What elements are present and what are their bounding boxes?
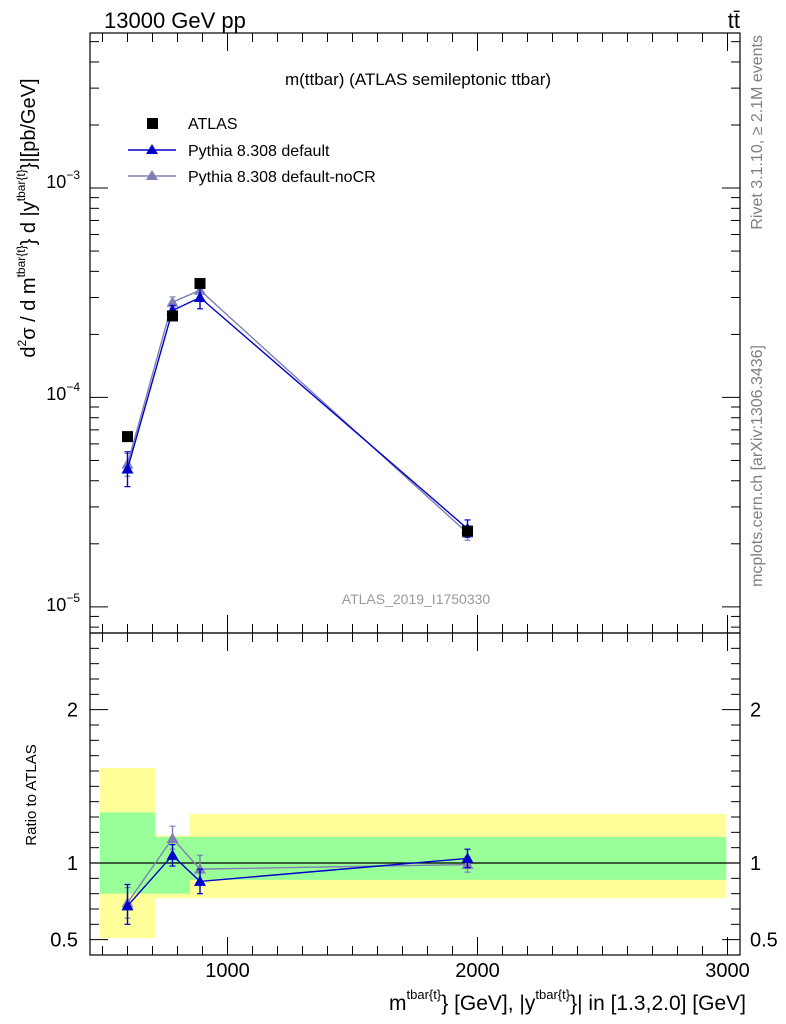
main-ylabel-mid: } d |y bbox=[18, 201, 40, 245]
legend-atlas-marker bbox=[147, 118, 158, 129]
ratio-ytick-label-right: 0.5 bbox=[750, 930, 778, 952]
legend-atlas-label: ATLAS bbox=[188, 116, 238, 133]
watermark-label: ATLAS_2019_I1750330 bbox=[342, 591, 491, 607]
xlabel-mid: } [GeV], |y bbox=[441, 992, 536, 1015]
ratio-ylabel: Ratio to ATLAS bbox=[23, 744, 40, 845]
xlabel-sup-m: tbar{t} bbox=[407, 987, 442, 1002]
main-title: m(ttbar) (ATLAS semileptonic ttbar) bbox=[285, 70, 551, 89]
main-ylabel-sup-y: tbar{t} bbox=[14, 169, 28, 201]
ratio-ytick-label-right: 1 bbox=[750, 853, 761, 875]
header-process-label: tt̄ bbox=[728, 8, 740, 33]
main-ylabel-sup2: 2 bbox=[15, 339, 29, 346]
xtick-label: 2000 bbox=[455, 960, 500, 982]
header-energy-label: 13000 GeV pp bbox=[104, 8, 246, 33]
point-atlas bbox=[462, 525, 473, 537]
point-atlas bbox=[122, 431, 133, 443]
main-ylabel: d2σ / d mtbar{t}} d |ytbar{t}}|[pb/GeV] bbox=[14, 78, 40, 357]
ratio-axes: 0.5 0.5 1 1 2 2 1000 2000 3000 bbox=[50, 633, 778, 982]
mcplots-label: mcplots.cern.ch [arXiv:1306.3436] bbox=[749, 345, 766, 587]
ratio-point-nocr bbox=[194, 863, 206, 874]
legend-nocr-marker bbox=[146, 170, 158, 180]
xlabel-m: m bbox=[389, 992, 407, 1015]
ratio-frame bbox=[89, 632, 741, 956]
xtick-label: 3000 bbox=[705, 960, 750, 982]
ratio-point-nocr bbox=[166, 832, 179, 843]
xtick-label: 1000 bbox=[205, 960, 250, 982]
xlabel-end: }| in [1.3,2.0] [GeV] bbox=[570, 992, 746, 1015]
ytick-label-1e-3: 10−3 bbox=[46, 168, 80, 192]
series-line-default bbox=[126, 296, 468, 530]
rivet-version-label: Rivet 3.1.10, ≥ 2.1M events bbox=[749, 35, 766, 230]
main-ylabel-sup-m: tbar{t} bbox=[14, 245, 28, 277]
ytick-label-1e-5: 10−5 bbox=[46, 591, 80, 615]
uncertainty-band-inner bbox=[100, 812, 155, 894]
legend-default-marker bbox=[146, 144, 158, 154]
ratio-marks bbox=[121, 825, 474, 925]
series-line-nocr bbox=[126, 289, 468, 534]
ratio-point-default bbox=[461, 852, 474, 863]
ratio-point-default bbox=[121, 899, 134, 911]
ratio-ytick-label-left: 2 bbox=[67, 700, 78, 722]
main-ylabel-d: d bbox=[18, 346, 40, 357]
main-panel: m(ttbar) (ATLAS semileptonic ttbar) ATLA… bbox=[14, 32, 741, 634]
legend: ATLAS Pythia 8.308 default Pythia 8.308 … bbox=[128, 116, 376, 186]
point-nocr bbox=[166, 296, 179, 307]
legend-nocr-label: Pythia 8.308 default-noCR bbox=[188, 169, 376, 186]
main-ylabel-end: }|[pb/GeV] bbox=[18, 78, 40, 169]
ratio-ytick-label-left: 0.5 bbox=[50, 930, 78, 952]
xlabel-sup-y: tbar{t} bbox=[535, 987, 570, 1002]
point-atlas bbox=[194, 278, 206, 290]
legend-default-label: Pythia 8.308 default bbox=[188, 143, 330, 160]
ratio-ytick-label-left: 1 bbox=[67, 853, 78, 875]
ytick-label-1e-4: 10−4 bbox=[46, 380, 80, 404]
uncertainty-band-inner bbox=[190, 836, 727, 880]
xlabel: mtbar{t}} [GeV], |ytbar{t}}| in [1.3,2.0… bbox=[389, 987, 746, 1015]
point-default bbox=[194, 291, 206, 303]
main-ylabel-sigma: σ / d m bbox=[18, 277, 40, 339]
ratio-line-nocr bbox=[126, 837, 468, 904]
ratio-point-default bbox=[194, 875, 206, 886]
ratio-line-default bbox=[126, 854, 468, 907]
ratio-point-default bbox=[166, 849, 179, 860]
ratio-ytick-label-right: 2 bbox=[750, 700, 761, 722]
point-atlas bbox=[167, 310, 178, 322]
point-default bbox=[121, 463, 134, 474]
main-marks bbox=[121, 278, 474, 541]
ratio-bands bbox=[90, 767, 740, 939]
main-axes bbox=[90, 33, 740, 633]
